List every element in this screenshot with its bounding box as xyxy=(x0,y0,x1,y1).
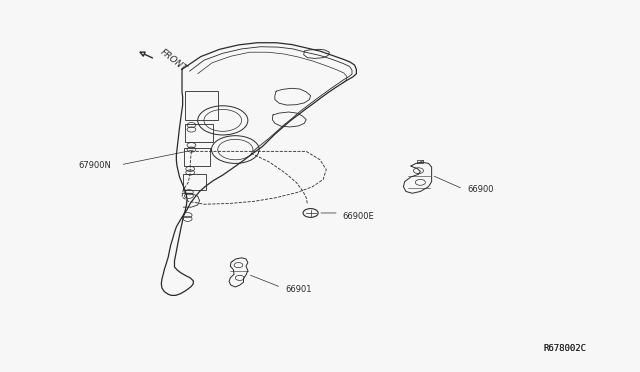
Bar xyxy=(185,91,218,121)
Text: FRONT: FRONT xyxy=(159,47,189,73)
Text: 66901: 66901 xyxy=(285,285,312,294)
Text: 66900: 66900 xyxy=(467,185,494,194)
Bar xyxy=(185,124,213,142)
Bar xyxy=(184,148,210,166)
Bar xyxy=(182,174,207,190)
Text: 67900N: 67900N xyxy=(79,161,111,170)
Text: 66900E: 66900E xyxy=(342,212,374,221)
Text: R678002C: R678002C xyxy=(543,344,586,353)
Text: R678002C: R678002C xyxy=(543,344,586,353)
